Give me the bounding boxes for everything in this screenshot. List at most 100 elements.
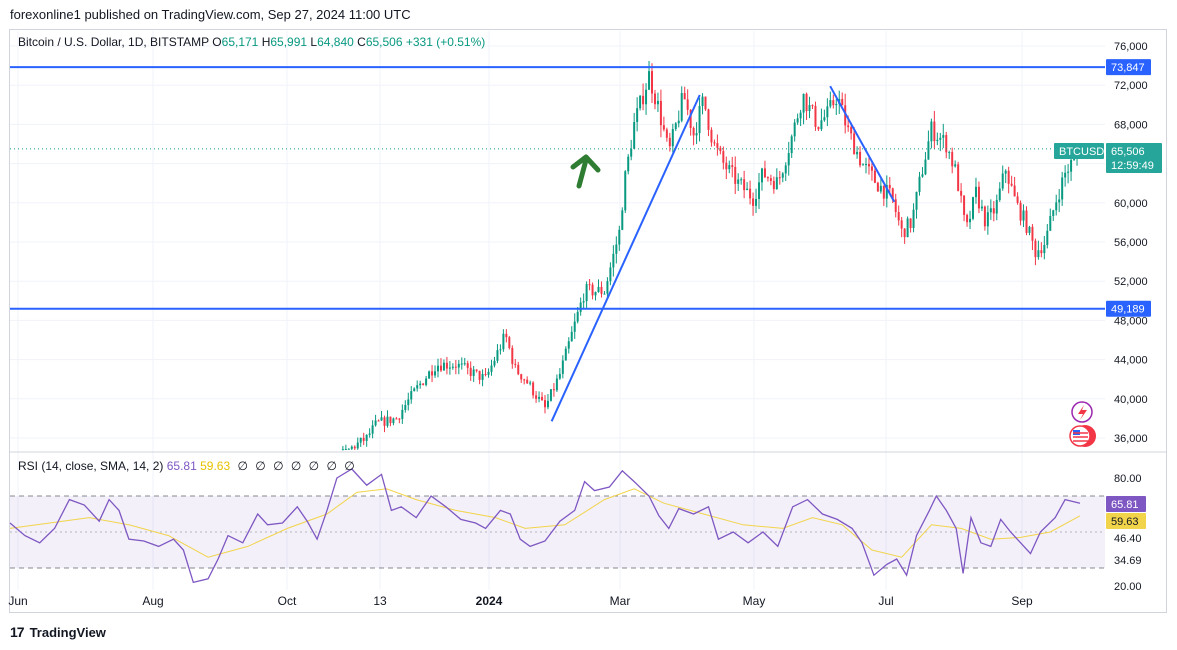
candle-body bbox=[894, 199, 897, 213]
candle-body bbox=[728, 165, 731, 170]
candle-body bbox=[404, 405, 407, 410]
candle-body bbox=[811, 105, 814, 107]
candle-body bbox=[407, 399, 410, 406]
candle-body bbox=[692, 127, 695, 136]
candle-body bbox=[850, 127, 853, 134]
candle-body bbox=[442, 362, 445, 371]
candle-body bbox=[383, 417, 386, 426]
candle-body bbox=[445, 362, 448, 369]
candle-body bbox=[454, 366, 457, 368]
candle-body bbox=[1049, 216, 1052, 231]
candle-body bbox=[808, 105, 811, 112]
candle-body bbox=[885, 184, 888, 199]
candle-body bbox=[597, 286, 600, 292]
candle-body bbox=[359, 437, 362, 443]
trend-line[interactable] bbox=[550, 94, 701, 422]
hidden-value-icon: ∅ bbox=[290, 459, 302, 473]
rsi-band-background bbox=[10, 496, 1105, 568]
candles bbox=[341, 60, 1081, 451]
arrow-up-icon bbox=[570, 154, 601, 189]
candle-body bbox=[980, 206, 983, 209]
trend-line[interactable] bbox=[829, 85, 896, 203]
candle-body bbox=[888, 184, 891, 189]
candle-body bbox=[939, 137, 942, 140]
bottom-level-badge-text: 49,189 bbox=[1111, 304, 1145, 316]
candle-body bbox=[743, 179, 746, 191]
price-tick-label: 72,000 bbox=[1114, 80, 1148, 92]
candle-body bbox=[624, 171, 627, 211]
time-tick-label: 13 bbox=[373, 594, 387, 608]
symbol-badge: BTCUSD bbox=[1054, 143, 1104, 159]
candle-body bbox=[484, 374, 487, 376]
candle-body bbox=[1067, 171, 1070, 173]
candle-body bbox=[487, 371, 490, 375]
candle-body bbox=[665, 129, 668, 138]
candle-body bbox=[954, 164, 957, 167]
hidden-value-icon: ∅ bbox=[255, 459, 266, 473]
candle-body bbox=[844, 105, 847, 126]
candle-body bbox=[573, 321, 576, 332]
candle-body bbox=[416, 385, 419, 389]
candle-body bbox=[909, 218, 912, 229]
candle-body bbox=[520, 374, 523, 380]
candle-body bbox=[541, 396, 544, 401]
price-tick-label: 52,000 bbox=[1114, 276, 1148, 288]
lightning-icon[interactable] bbox=[1071, 401, 1093, 423]
tradingview-logo-icon: 17 bbox=[10, 624, 25, 640]
candle-body bbox=[463, 363, 466, 365]
candle-body bbox=[588, 284, 591, 286]
candle-body bbox=[535, 395, 538, 399]
candle-body bbox=[796, 118, 799, 123]
high-value: 65,991 bbox=[270, 35, 308, 49]
candle-body bbox=[847, 125, 850, 128]
close-value: 65,506 bbox=[365, 35, 403, 49]
us-flag-icon[interactable] bbox=[1069, 425, 1096, 447]
candle-body bbox=[472, 369, 475, 376]
candle-body bbox=[915, 191, 918, 210]
candle-body bbox=[957, 164, 960, 191]
candle-body bbox=[425, 378, 428, 385]
candle-body bbox=[763, 168, 766, 178]
side-icons bbox=[1069, 401, 1096, 447]
candle-body bbox=[561, 360, 564, 374]
candle-body bbox=[603, 293, 606, 295]
candle-body bbox=[659, 100, 662, 126]
candle-body bbox=[609, 267, 612, 282]
candle-body bbox=[865, 163, 867, 165]
publisher-line: forexonline1 published on TradingView.co… bbox=[10, 7, 411, 22]
candle-body bbox=[686, 99, 689, 110]
close-label: C bbox=[357, 35, 366, 49]
rsi-label: RSI (14, close, SMA, 14, 2) bbox=[18, 459, 164, 473]
last-price-badge-text: 65,506 bbox=[1111, 146, 1145, 158]
candle-body bbox=[867, 163, 870, 167]
candle-body bbox=[704, 96, 707, 110]
candle-body bbox=[802, 93, 805, 113]
candle-body bbox=[734, 166, 737, 184]
candle-body bbox=[645, 89, 648, 105]
candle-body bbox=[992, 208, 995, 214]
hidden-value-icon: ∅ bbox=[308, 459, 320, 473]
candle-body bbox=[805, 93, 808, 112]
candle-body bbox=[787, 153, 790, 166]
candle-body bbox=[579, 302, 582, 312]
rsi-legend: RSI (14, close, SMA, 14, 2) 65.81 59.63 … bbox=[18, 459, 355, 473]
candle-body bbox=[1013, 185, 1016, 197]
tradingview-footer[interactable]: 17 TradingView bbox=[10, 624, 106, 640]
candle-body bbox=[689, 109, 692, 128]
candle-body bbox=[564, 348, 567, 361]
candle-body bbox=[817, 126, 820, 130]
candle-body bbox=[475, 369, 478, 371]
candle-body bbox=[353, 446, 356, 449]
hidden-value-icon: ∅ bbox=[344, 459, 355, 473]
candle-body bbox=[793, 122, 796, 137]
candle-body bbox=[1037, 250, 1040, 258]
price-tick-label: 40,000 bbox=[1114, 394, 1148, 406]
candle-body bbox=[570, 331, 573, 342]
rsi-level-label: 34.69 bbox=[1114, 555, 1142, 567]
candle-body bbox=[775, 177, 778, 190]
candle-body bbox=[532, 382, 535, 396]
candle-body bbox=[862, 164, 865, 166]
candle-body bbox=[606, 281, 609, 294]
candle-body bbox=[731, 165, 734, 167]
